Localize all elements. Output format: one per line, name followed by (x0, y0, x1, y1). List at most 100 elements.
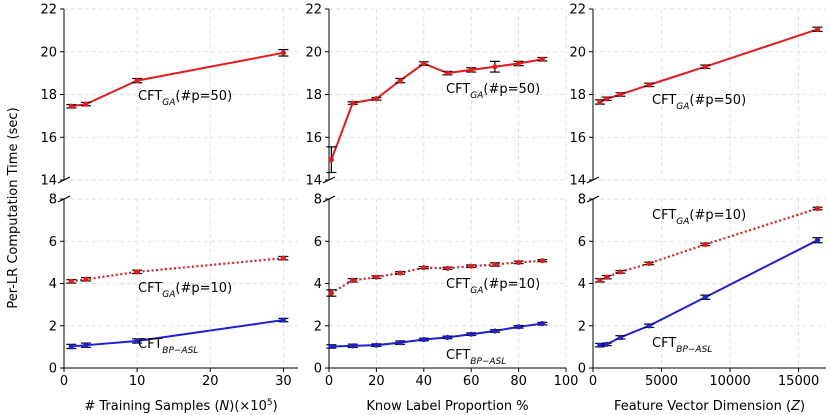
data-point (814, 26, 821, 32)
y-tick-label: 22 (569, 3, 586, 18)
y-tick-label: 20 (569, 45, 586, 60)
data-point (134, 338, 140, 344)
data-point (597, 342, 603, 348)
y-tick-label: 22 (305, 3, 322, 18)
x-axis-label-part: )(×10 (229, 399, 267, 414)
data-point (134, 269, 140, 275)
x-axis-label-part: # Training Samples ( (84, 399, 219, 414)
series-line (71, 51, 284, 108)
data-point (617, 269, 624, 275)
y-tick-label: 0 (49, 362, 57, 377)
y-tick-label: 6 (49, 235, 57, 250)
x-tick-label: 10000 (709, 374, 750, 389)
annotation-main: CFT (138, 337, 162, 352)
annotation-subscript: GA (676, 102, 689, 112)
data-point (468, 331, 474, 337)
series-line (71, 257, 284, 283)
data-point (83, 276, 89, 282)
annotation-suffix: (#p=50) (483, 82, 540, 97)
x-tick-label: 30 (275, 374, 292, 389)
annotation-main: CFT (652, 93, 676, 108)
y-axis-label: Per-LR Computation Time (sec) (6, 107, 21, 308)
data-point (328, 157, 334, 163)
data-point (373, 96, 379, 102)
x-tick-label: 80 (510, 374, 527, 389)
y-tick-label: 18 (569, 88, 586, 103)
annotation-suffix: (#p=50) (689, 93, 746, 108)
data-point (702, 241, 708, 248)
y-tick-label: 16 (569, 131, 586, 146)
data-point (328, 343, 334, 350)
x-axis-label-part: ) (273, 399, 278, 414)
y-tick-label: 20 (40, 45, 57, 60)
x-tick-label: 20 (202, 374, 219, 389)
y-tick-label: 20 (305, 45, 322, 60)
x-axis-label-part: Feature Vector Dimension ( (614, 399, 791, 414)
x-axis-label: Feature Vector Dimension (Z) (614, 399, 805, 414)
data-point (397, 78, 403, 84)
data-point (397, 270, 403, 276)
x-tick-label: 10 (129, 374, 146, 389)
annotation-suffix: (#p=50) (175, 89, 232, 104)
annotation-suffix: (#p=10) (689, 208, 746, 223)
x-tick-label: 0 (60, 374, 68, 389)
series-annotation: CFTGA(#p=50) (446, 82, 540, 101)
y-tick-label: 6 (578, 235, 586, 250)
x-axis-label-part: Know Label Proportion % (366, 399, 528, 414)
annotation-subscript: GA (162, 98, 175, 108)
data-point (617, 334, 624, 340)
y-tick-label: 16 (40, 131, 57, 146)
data-point (646, 260, 652, 267)
y-tick-label: 14 (305, 174, 322, 189)
y-tick-label: 4 (314, 277, 322, 292)
data-point (373, 274, 379, 280)
annotation-subscript: BP−ASL (676, 345, 712, 355)
series-annotation: CFTGA(#p=50) (652, 93, 746, 112)
data-point (444, 334, 451, 340)
data-point (604, 341, 610, 347)
annotation-subscript: GA (470, 91, 483, 101)
series-line (599, 28, 818, 103)
annotation-suffix: (#p=10) (175, 281, 232, 296)
data-point (373, 342, 379, 348)
series-line (599, 239, 819, 347)
series-annotation: CFTBP−ASL (138, 337, 198, 356)
series-line (331, 322, 543, 348)
annotation-main: CFT (446, 82, 470, 97)
annotation-main: CFT (446, 348, 470, 363)
data-point (604, 96, 610, 102)
y-tick-label: 14 (569, 174, 586, 189)
data-point (444, 265, 451, 271)
y-tick-label: 2 (314, 319, 322, 334)
y-tick-label: 18 (40, 88, 57, 103)
data-point (350, 277, 356, 283)
data-point (328, 290, 334, 296)
chart-panel-right: 14 16 18 20 22 0 2 4 6 8 0 5000 10000 15000 Feature Ve… (569, 3, 826, 414)
data-point (83, 342, 89, 348)
data-point (516, 324, 522, 330)
x-tick-label: 15000 (778, 374, 819, 389)
data-point (468, 263, 474, 269)
y-tick-label: 8 (578, 193, 586, 208)
annotation-main: CFT (652, 336, 676, 351)
data-point (350, 100, 356, 106)
series-annotation: CFTGA(#p=10) (446, 277, 540, 296)
annotation-main: CFT (446, 277, 470, 292)
y-tick-label: 8 (49, 193, 57, 208)
data-point (604, 274, 610, 280)
data-point (68, 103, 74, 109)
series-line (330, 259, 543, 294)
x-tick-label: 0 (589, 374, 597, 389)
x-tick-label: 100 (554, 374, 579, 389)
data-point (350, 343, 356, 349)
annotation-subscript: GA (470, 286, 483, 296)
series-annotation: CFTBP−ASL (446, 348, 506, 367)
data-point (539, 56, 545, 62)
annotation-main: CFT (652, 208, 676, 223)
series-annotation: CFTGA(#p=10) (138, 281, 232, 300)
data-point (814, 237, 821, 243)
data-point (539, 258, 545, 264)
data-point (646, 82, 652, 88)
data-point (617, 91, 624, 98)
